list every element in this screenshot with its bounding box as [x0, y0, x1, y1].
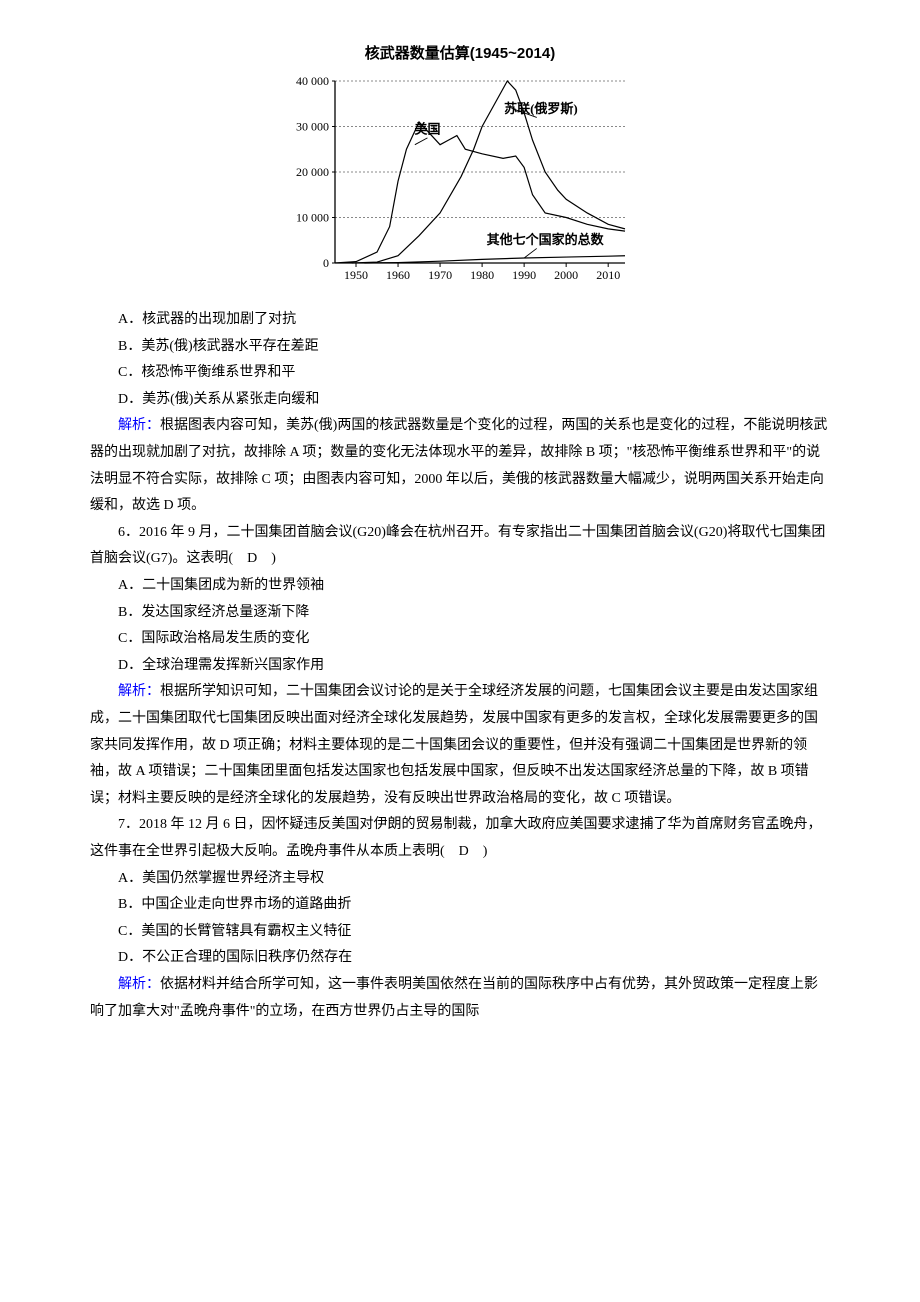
svg-text:1990: 1990: [512, 268, 536, 282]
explain-label: 解析：: [118, 977, 160, 992]
q5-explain-text: 根据图表内容可知，美苏(俄)两国的核武器数量是个变化的过程，两国的关系也是变化的…: [90, 418, 827, 513]
chart-title: 核武器数量估算(1945~2014): [90, 40, 830, 69]
q7-option-b: B．中国企业走向世界市场的道路曲折: [90, 892, 830, 919]
svg-text:40 000: 40 000: [296, 74, 329, 88]
svg-text:1970: 1970: [428, 268, 452, 282]
svg-text:0: 0: [323, 256, 329, 270]
svg-text:30 000: 30 000: [296, 119, 329, 133]
q5-option-b: B．美苏(俄)核武器水平存在差距: [90, 334, 830, 361]
svg-text:2010: 2010: [596, 268, 620, 282]
q5-explain: 解析：根据图表内容可知，美苏(俄)两国的核武器数量是个变化的过程，两国的关系也是…: [90, 413, 830, 519]
svg-text:1960: 1960: [386, 268, 410, 282]
q6-stem: 6．2016 年 9 月，二十国集团首脑会议(G20)峰会在杭州召开。有专家指出…: [90, 520, 830, 573]
page: 核武器数量估算(1945~2014) 0 10 000 20 000 30 000 40…: [0, 0, 920, 1065]
q7-option-d: D．不公正合理的国际旧秩序仍然存在: [90, 945, 830, 972]
q7-explain-text: 依据材料并结合所学可知，这一事件表明美国依然在当前的国际秩序中占有优势，其外贸政…: [90, 977, 818, 1019]
svg-text:1980: 1980: [470, 268, 494, 282]
svg-text:1950: 1950: [344, 268, 368, 282]
q6-option-b: B．发达国家经济总量逐渐下降: [90, 600, 830, 627]
chart-container: 核武器数量估算(1945~2014) 0 10 000 20 000 30 000 40…: [90, 40, 830, 301]
svg-text:10 000: 10 000: [296, 210, 329, 224]
svg-text:其他七个国家的总数: 其他七个国家的总数: [487, 231, 605, 246]
svg-text:2000: 2000: [554, 268, 578, 282]
svg-text:美国: 美国: [414, 121, 440, 136]
q5-option-a: A．核武器的出现加剧了对抗: [90, 307, 830, 334]
explain-label: 解析：: [118, 684, 160, 699]
q6-option-a: A．二十国集团成为新的世界领袖: [90, 573, 830, 600]
q7-stem: 7．2018 年 12 月 6 日，因怀疑违反美国对伊朗的贸易制裁，加拿大政府应…: [90, 812, 830, 865]
q7-explain: 解析：依据材料并结合所学可知，这一事件表明美国依然在当前的国际秩序中占有优势，其…: [90, 972, 830, 1025]
svg-text:20 000: 20 000: [296, 165, 329, 179]
q5-option-c: C．核恐怖平衡维系世界和平: [90, 360, 830, 387]
q6-explain: 解析：根据所学知识可知，二十国集团会议讨论的是关于全球经济发展的问题，七国集团会…: [90, 679, 830, 812]
q6-option-d: D．全球治理需发挥新兴国家作用: [90, 653, 830, 680]
q7-option-c: C．美国的长臂管辖具有霸权主义特征: [90, 919, 830, 946]
q7-option-a: A．美国仍然掌握世界经济主导权: [90, 866, 830, 893]
q6-explain-text: 根据所学知识可知，二十国集团会议讨论的是关于全球经济发展的问题，七国集团会议主要…: [90, 684, 818, 805]
nuclear-weapons-chart: 0 10 000 20 000 30 000 40 000 1950 1960 1970 198…: [280, 71, 640, 291]
q5-option-d: D．美苏(俄)关系从紧张走向缓和: [90, 387, 830, 414]
explain-label: 解析：: [118, 418, 160, 433]
svg-text:苏联(俄罗斯): 苏联(俄罗斯): [504, 100, 578, 115]
q6-option-c: C．国际政治格局发生质的变化: [90, 626, 830, 653]
